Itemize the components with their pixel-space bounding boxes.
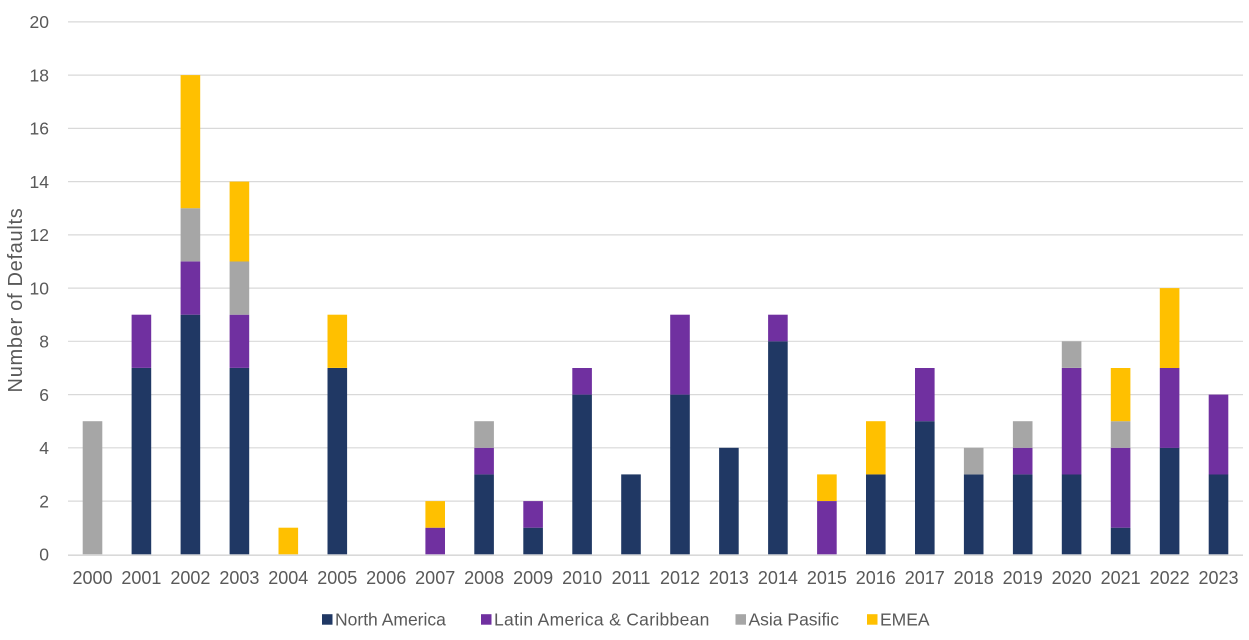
svg-text:4: 4	[39, 438, 49, 458]
svg-text:Asia Pasific: Asia Pasific	[749, 610, 840, 630]
svg-text:6: 6	[39, 385, 49, 405]
svg-text:Latin America & Caribbean: Latin America & Caribbean	[494, 610, 710, 630]
svg-text:Number of Defaults: Number of Defaults	[5, 208, 27, 393]
svg-text:2004: 2004	[268, 568, 308, 588]
svg-text:2000: 2000	[72, 568, 112, 588]
svg-text:2020: 2020	[1052, 568, 1092, 588]
svg-text:EMEA: EMEA	[880, 610, 930, 630]
svg-text:2010: 2010	[562, 568, 602, 588]
svg-text:2023: 2023	[1198, 568, 1238, 588]
svg-text:2014: 2014	[758, 568, 798, 588]
svg-text:2009: 2009	[513, 568, 553, 588]
svg-text:2005: 2005	[317, 568, 357, 588]
svg-text:2015: 2015	[807, 568, 847, 588]
svg-text:2018: 2018	[954, 568, 994, 588]
svg-text:2012: 2012	[660, 568, 700, 588]
svg-text:2022: 2022	[1150, 568, 1190, 588]
svg-text:2: 2	[39, 491, 49, 511]
svg-text:2001: 2001	[121, 568, 161, 588]
svg-text:North America: North America	[335, 610, 446, 630]
svg-text:2021: 2021	[1101, 568, 1141, 588]
svg-text:2017: 2017	[905, 568, 945, 588]
svg-text:2016: 2016	[856, 568, 896, 588]
svg-text:2008: 2008	[464, 568, 504, 588]
svg-text:16: 16	[30, 119, 49, 139]
svg-text:14: 14	[30, 172, 50, 192]
svg-text:2003: 2003	[219, 568, 259, 588]
svg-text:0: 0	[39, 545, 49, 565]
svg-text:10: 10	[30, 278, 50, 298]
svg-text:18: 18	[30, 65, 49, 85]
svg-text:2019: 2019	[1003, 568, 1043, 588]
svg-text:2006: 2006	[366, 568, 406, 588]
svg-text:2013: 2013	[709, 568, 749, 588]
svg-text:2007: 2007	[415, 568, 455, 588]
svg-text:2011: 2011	[612, 568, 651, 588]
svg-text:2002: 2002	[170, 568, 210, 588]
svg-text:12: 12	[30, 225, 49, 245]
svg-text:20: 20	[30, 12, 50, 32]
svg-text:8: 8	[39, 332, 49, 352]
